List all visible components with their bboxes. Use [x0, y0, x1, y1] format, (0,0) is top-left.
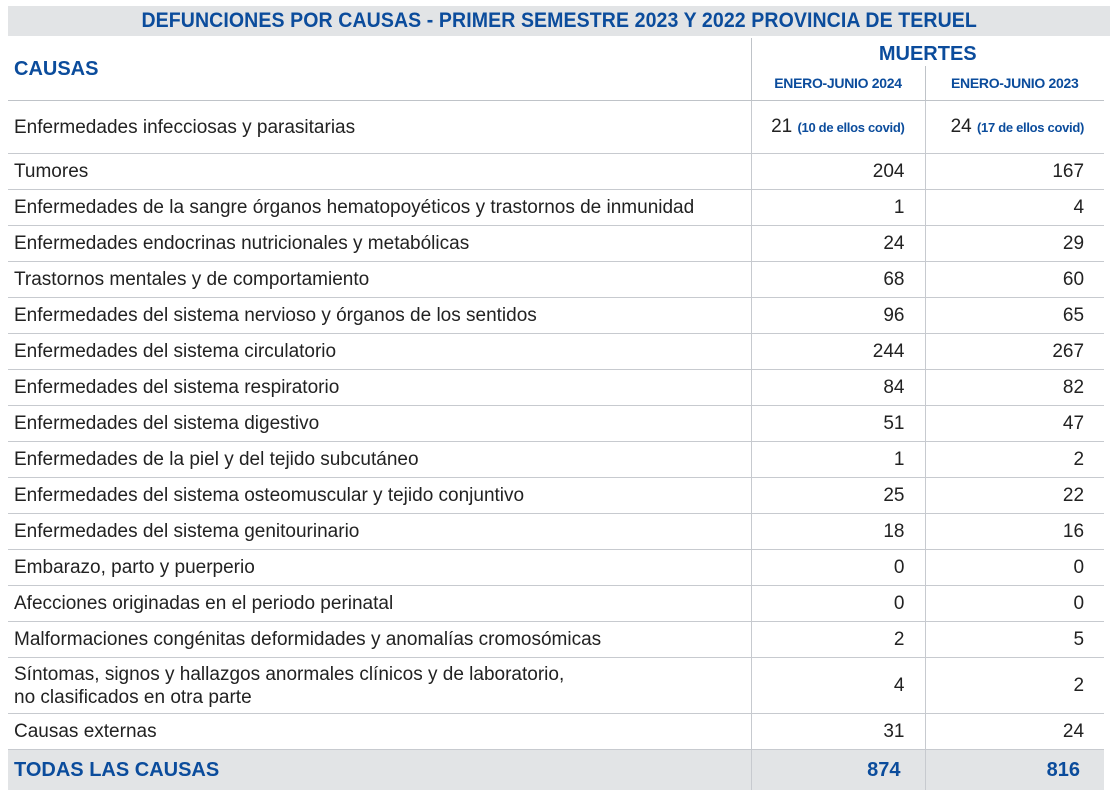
value-2024: 24 — [750, 225, 925, 262]
column-header-2023: ENERO-JUNIO 2023 — [924, 66, 1105, 102]
table-row: Enfermedades de la piel y del tejido sub… — [8, 441, 1105, 478]
cause-cell: Síntomas, signos y hallazgos anormales c… — [8, 657, 751, 714]
table-row: Enfermedades del sistema genitourinario … — [8, 513, 1105, 550]
table-row: Enfermedades del sistema respiratorio 84… — [8, 369, 1105, 406]
value-2023: 24 — [924, 713, 1105, 750]
value-2023: 60 — [924, 261, 1105, 298]
table-row: Enfermedades de la sangre órganos hemato… — [8, 189, 1105, 226]
cause-cell: Malformaciones congénitas deformidades y… — [8, 621, 751, 658]
value-2023: 24 — [950, 116, 972, 137]
table-row: Síntomas, signos y hallazgos anormales c… — [8, 657, 1105, 714]
table-row: Enfermedades del sistema digestivo 51 47 — [8, 405, 1105, 442]
value-2023: 167 — [924, 153, 1105, 190]
value-2024: 96 — [750, 297, 925, 334]
value-2023: 4 — [924, 189, 1105, 226]
table-row: Tumores 204 167 — [8, 153, 1105, 190]
value-2024: 204 — [750, 153, 925, 190]
value-2023: 29 — [924, 225, 1105, 262]
value-2023: 0 — [924, 549, 1105, 586]
value-2024-cell: 21 (10 de ellos covid) — [750, 100, 925, 154]
cause-cell: Enfermedades del sistema digestivo — [8, 405, 751, 442]
value-2024: 4 — [750, 657, 925, 714]
cause-cell: Enfermedades del sistema nervioso y órga… — [8, 297, 751, 334]
covid-note-2023: (17 de ellos covid) — [977, 120, 1085, 135]
title-bar: DEFUNCIONES POR CAUSAS - PRIMER SEMESTRE… — [8, 6, 1110, 36]
value-2023: 47 — [924, 405, 1105, 442]
value-2024: 0 — [750, 549, 925, 586]
value-2023: 82 — [924, 369, 1105, 406]
table-row: Afecciones originadas en el periodo peri… — [8, 585, 1105, 622]
value-2023: 16 — [924, 513, 1105, 550]
covid-note-2024: (10 de ellos covid) — [797, 120, 905, 135]
value-2023: 5 — [924, 621, 1105, 658]
value-2024: 244 — [750, 333, 925, 370]
table-row: Causas externas 31 24 — [8, 713, 1105, 750]
column-header-2024: ENERO-JUNIO 2024 — [750, 66, 925, 102]
deaths-table: CAUSAS MUERTES ENERO-JUNIO 2024 ENERO-JU… — [8, 38, 1105, 790]
value-2024: 18 — [750, 513, 925, 550]
value-2024: 21 — [771, 116, 793, 137]
value-2024: 84 — [750, 369, 925, 406]
value-2023-cell: 24 (17 de ellos covid) — [924, 100, 1105, 154]
value-2024: 1 — [750, 441, 925, 478]
value-2024: 68 — [750, 261, 925, 298]
value-2024: 51 — [750, 405, 925, 442]
table-row: Malformaciones congénitas deformidades y… — [8, 621, 1105, 658]
cause-cell: Causas externas — [8, 713, 751, 750]
cause-cell: Enfermedades del sistema genitourinario — [8, 513, 751, 550]
total-row: TODAS LAS CAUSAS 874 816 — [8, 749, 1105, 790]
table-row: Enfermedades del sistema nervioso y órga… — [8, 297, 1105, 334]
cause-line-1: Síntomas, signos y hallazgos anormales c… — [14, 663, 565, 685]
cause-cell: Tumores — [8, 153, 751, 190]
table-row: Enfermedades infecciosas y parasitarias … — [8, 100, 1105, 154]
total-2023: 816 — [924, 749, 1105, 790]
table-row: Enfermedades del sistema osteomuscular y… — [8, 477, 1105, 514]
cause-line-2: no clasificados en otra parte — [14, 686, 252, 708]
value-2024: 1 — [750, 189, 925, 226]
cause-cell: Embarazo, parto y puerperio — [8, 549, 751, 586]
value-2023: 267 — [924, 333, 1105, 370]
value-2024: 0 — [750, 585, 925, 622]
cause-cell: Enfermedades infecciosas y parasitarias — [8, 100, 751, 154]
table-row: Trastornos mentales y de comportamiento … — [8, 261, 1105, 298]
value-2024: 25 — [750, 477, 925, 514]
total-2024: 874 — [750, 749, 925, 790]
cause-cell: Enfermedades del sistema circulatorio — [8, 333, 751, 370]
cause-cell: Enfermedades de la piel y del tejido sub… — [8, 441, 751, 478]
total-label: TODAS LAS CAUSAS — [8, 749, 751, 790]
page-title: DEFUNCIONES POR CAUSAS - PRIMER SEMESTRE… — [141, 9, 977, 32]
value-2023: 0 — [924, 585, 1105, 622]
cause-cell: Trastornos mentales y de comportamiento — [8, 261, 751, 298]
cause-cell: Enfermedades endocrinas nutricionales y … — [8, 225, 751, 262]
cause-cell: Afecciones originadas en el periodo peri… — [8, 585, 751, 622]
table-row: Enfermedades del sistema circulatorio 24… — [8, 333, 1105, 370]
value-2024: 2 — [750, 621, 925, 658]
value-2023: 2 — [924, 441, 1105, 478]
cause-cell: Enfermedades del sistema osteomuscular y… — [8, 477, 751, 514]
deaths-header: MUERTES — [750, 38, 1105, 67]
table-row: Embarazo, parto y puerperio 0 0 — [8, 549, 1105, 586]
value-2023: 22 — [924, 477, 1105, 514]
table-row: Enfermedades endocrinas nutricionales y … — [8, 225, 1105, 262]
causes-header: CAUSAS — [8, 38, 751, 101]
cause-cell: Enfermedades del sistema respiratorio — [8, 369, 751, 406]
value-2023: 65 — [924, 297, 1105, 334]
value-2023: 2 — [924, 657, 1105, 714]
value-2024: 31 — [750, 713, 925, 750]
cause-cell: Enfermedades de la sangre órganos hemato… — [8, 189, 751, 226]
